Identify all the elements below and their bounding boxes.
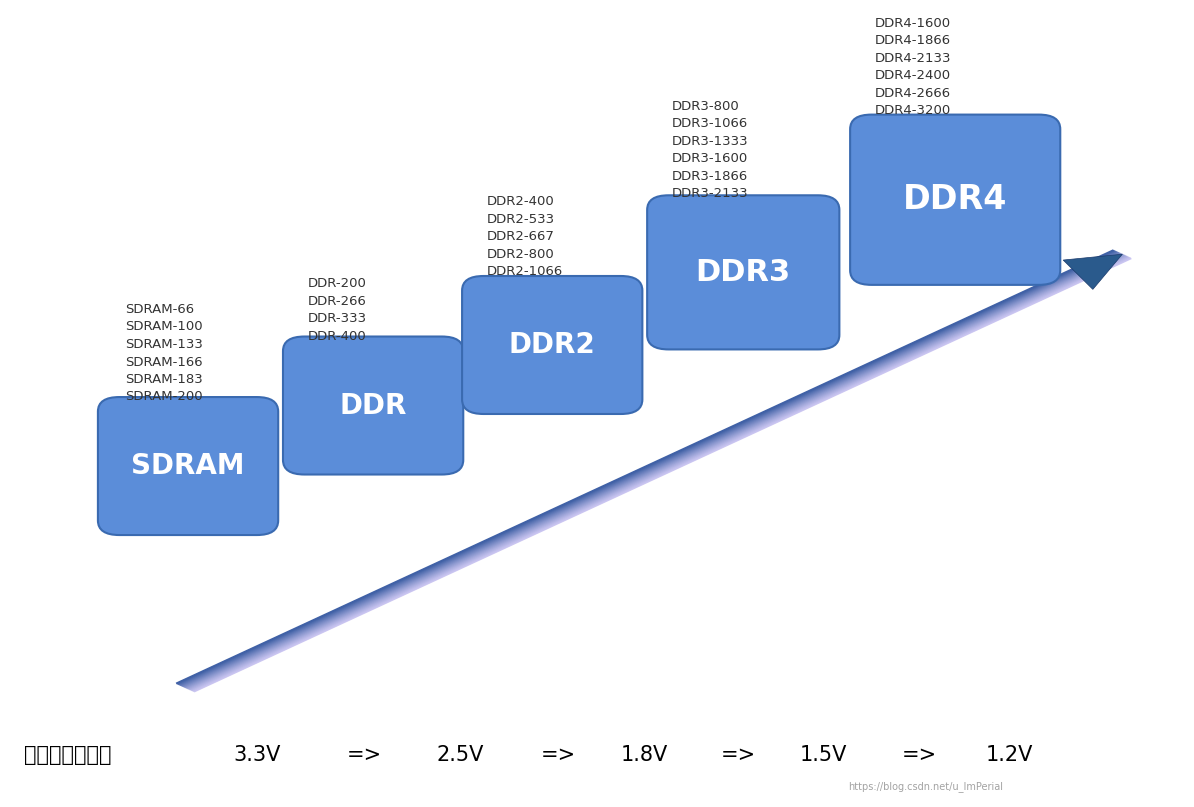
Text: =>: => xyxy=(346,745,382,764)
Text: =>: => xyxy=(541,745,577,764)
Text: DDR2: DDR2 xyxy=(509,331,596,359)
Text: 3.3V: 3.3V xyxy=(233,745,281,764)
Text: DDR3-800
DDR3-1066
DDR3-1333
DDR3-1600
DDR3-1866
DDR3-2133: DDR3-800 DDR3-1066 DDR3-1333 DDR3-1600 D… xyxy=(672,99,749,200)
FancyBboxPatch shape xyxy=(647,195,839,349)
FancyBboxPatch shape xyxy=(462,276,642,414)
Text: DDR3: DDR3 xyxy=(696,258,790,286)
Text: DDR-200
DDR-266
DDR-333
DDR-400: DDR-200 DDR-266 DDR-333 DDR-400 xyxy=(308,278,368,343)
Text: =>: => xyxy=(720,745,756,764)
Text: 1.2V: 1.2V xyxy=(985,745,1033,764)
Text: DDR4-1600
DDR4-1866
DDR4-2133
DDR4-2400
DDR4-2666
DDR4-3200: DDR4-1600 DDR4-1866 DDR4-2133 DDR4-2400 … xyxy=(875,16,952,117)
Text: 2.5V: 2.5V xyxy=(436,745,484,764)
Text: =>: => xyxy=(901,745,937,764)
FancyBboxPatch shape xyxy=(98,397,278,535)
FancyBboxPatch shape xyxy=(283,337,463,475)
Text: DDR: DDR xyxy=(339,391,407,420)
Text: https://blog.csdn.net/u_ImPerial: https://blog.csdn.net/u_ImPerial xyxy=(848,781,1003,792)
Text: SDRAM: SDRAM xyxy=(131,452,245,480)
Polygon shape xyxy=(1063,254,1122,290)
Text: DDR4: DDR4 xyxy=(903,183,1008,216)
Text: DDR2-400
DDR2-533
DDR2-667
DDR2-800
DDR2-1066: DDR2-400 DDR2-533 DDR2-667 DDR2-800 DDR2… xyxy=(487,195,564,278)
Text: 输入输出电压：: 输入输出电压： xyxy=(24,745,111,764)
FancyBboxPatch shape xyxy=(850,115,1060,285)
Text: 1.8V: 1.8V xyxy=(621,745,669,764)
Text: SDRAM-66
SDRAM-100
SDRAM-133
SDRAM-166
SDRAM-183
SDRAM-200: SDRAM-66 SDRAM-100 SDRAM-133 SDRAM-166 S… xyxy=(125,303,203,404)
Text: 1.5V: 1.5V xyxy=(800,745,848,764)
